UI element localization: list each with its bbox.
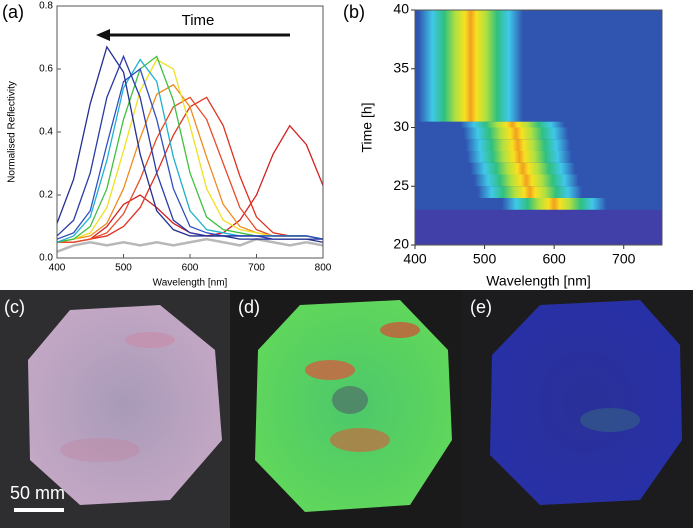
y-axis-label: Normalised Reflectivity bbox=[7, 81, 18, 183]
series-line bbox=[56, 45, 324, 243]
series-line bbox=[56, 55, 324, 243]
series-line bbox=[56, 67, 324, 240]
series-line bbox=[56, 58, 324, 243]
x-tick-label: 600 bbox=[182, 263, 199, 274]
heatmap-row bbox=[415, 174, 662, 187]
series-line bbox=[57, 96, 324, 243]
x-tick-label: 600 bbox=[542, 251, 566, 267]
blotch bbox=[580, 408, 640, 432]
panel-label: (e) bbox=[470, 297, 492, 317]
annotation-arrowhead bbox=[96, 29, 110, 41]
series-line bbox=[56, 58, 324, 243]
heatmap-row bbox=[415, 186, 662, 198]
blotch bbox=[305, 360, 355, 380]
y-tick-label: 0.8 bbox=[39, 1, 53, 12]
panel-label: (b) bbox=[343, 2, 365, 22]
heatmap-row bbox=[415, 80, 662, 104]
x-tick-label: 800 bbox=[315, 263, 332, 274]
x-axis-label: Wavelength [nm] bbox=[153, 278, 228, 289]
blotch bbox=[332, 386, 368, 414]
heatmap-row bbox=[415, 162, 662, 175]
x-tick-label: 400 bbox=[49, 263, 66, 274]
panel-label: (d) bbox=[238, 297, 260, 317]
heatmap-row bbox=[415, 151, 662, 163]
heatmap-row bbox=[415, 104, 662, 122]
heatmap-row bbox=[415, 10, 662, 34]
series-line bbox=[56, 237, 324, 253]
blotch bbox=[330, 428, 390, 452]
y-tick-label: 30 bbox=[393, 118, 409, 134]
plot-frame bbox=[56, 5, 324, 259]
panel-label: (c) bbox=[4, 297, 25, 317]
blotch bbox=[380, 322, 420, 338]
series-line bbox=[56, 83, 324, 243]
heatmap-row bbox=[415, 33, 662, 57]
x-tick-label: 700 bbox=[612, 251, 636, 267]
heatmap-row bbox=[415, 139, 662, 151]
heatmap-row bbox=[415, 198, 662, 210]
x-tick-label: 500 bbox=[115, 263, 132, 274]
heatmap-row bbox=[415, 127, 662, 140]
y-tick-label: 0.4 bbox=[39, 127, 53, 138]
series-line bbox=[57, 96, 324, 243]
y-tick-label: 0.6 bbox=[39, 64, 53, 75]
sample-photo bbox=[490, 300, 682, 505]
y-tick-label: 40 bbox=[393, 1, 409, 17]
panel-label: (a) bbox=[2, 2, 24, 22]
x-tick-label: 700 bbox=[248, 263, 265, 274]
y-tick-label: 20 bbox=[393, 236, 409, 252]
y-tick-label: 0.0 bbox=[39, 253, 53, 264]
x-axis-label: Wavelength [nm] bbox=[486, 273, 591, 289]
annotation: Time bbox=[182, 12, 215, 29]
heatmap-row bbox=[415, 121, 662, 128]
heatmap-bg-low bbox=[415, 209, 662, 245]
y-tick-label: 35 bbox=[393, 59, 409, 75]
y-tick-label: 0.2 bbox=[39, 190, 53, 201]
y-tick-label: 25 bbox=[393, 177, 409, 193]
heatmap-row bbox=[415, 57, 662, 81]
x-tick-label: 400 bbox=[403, 251, 427, 267]
x-tick-label: 500 bbox=[473, 251, 497, 267]
blotch bbox=[60, 438, 140, 462]
scale-bar-label: 50 mm bbox=[10, 483, 65, 503]
y-axis-label: Time [h] bbox=[359, 102, 375, 152]
blotch bbox=[125, 332, 175, 348]
